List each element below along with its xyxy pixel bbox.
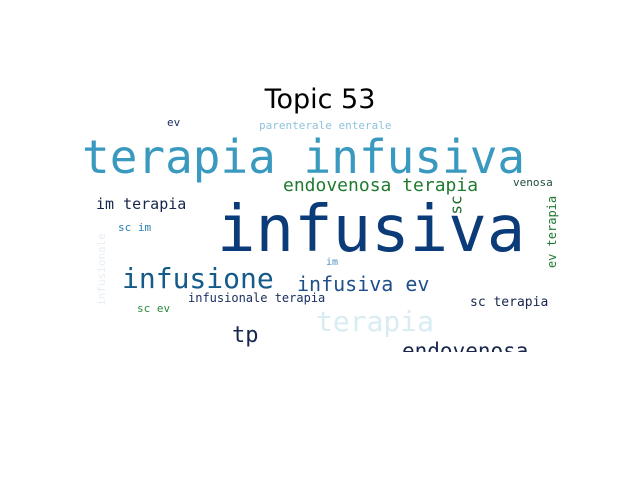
cloud-word-infusione: infusione bbox=[122, 262, 274, 295]
word-cloud: infusiva terapia infusiva endovenosa ter… bbox=[80, 112, 560, 352]
cloud-word-ev-terapia: ev terapia bbox=[545, 195, 560, 269]
cloud-word-endovenosa: endovenosa bbox=[402, 339, 529, 353]
cloud-word-infusionale: infusionale bbox=[94, 233, 108, 306]
cloud-word-infusionale-terapia: infusionale terapia bbox=[188, 291, 326, 305]
cloud-word-tp: tp bbox=[232, 323, 259, 348]
figure-title: Topic 53 bbox=[264, 84, 376, 115]
cloud-word-ev: ev bbox=[167, 116, 181, 129]
cloud-word-terapia: terapia bbox=[316, 305, 435, 338]
cloud-word-parenterale-enterale: parenterale enterale bbox=[259, 119, 392, 132]
cloud-word-terapia-infusiva: terapia infusiva bbox=[82, 130, 526, 184]
cloud-word-sc: sc bbox=[446, 195, 466, 215]
cloud-word-im: im bbox=[326, 257, 339, 268]
cloud-word-endovenosa-terapia: endovenosa terapia bbox=[283, 175, 479, 196]
cloud-word-sc-im: sc im bbox=[118, 221, 152, 234]
cloud-word-infusiva-ev: infusiva ev bbox=[297, 272, 430, 296]
cloud-word-venosa: venosa bbox=[513, 176, 553, 189]
cloud-word-im-terapia: im terapia bbox=[96, 195, 187, 213]
cloud-word-infusiva: infusiva bbox=[217, 193, 526, 267]
cloud-word-sc-terapia: sc terapia bbox=[470, 295, 549, 310]
cloud-word-sc-ev: sc ev bbox=[137, 302, 171, 315]
